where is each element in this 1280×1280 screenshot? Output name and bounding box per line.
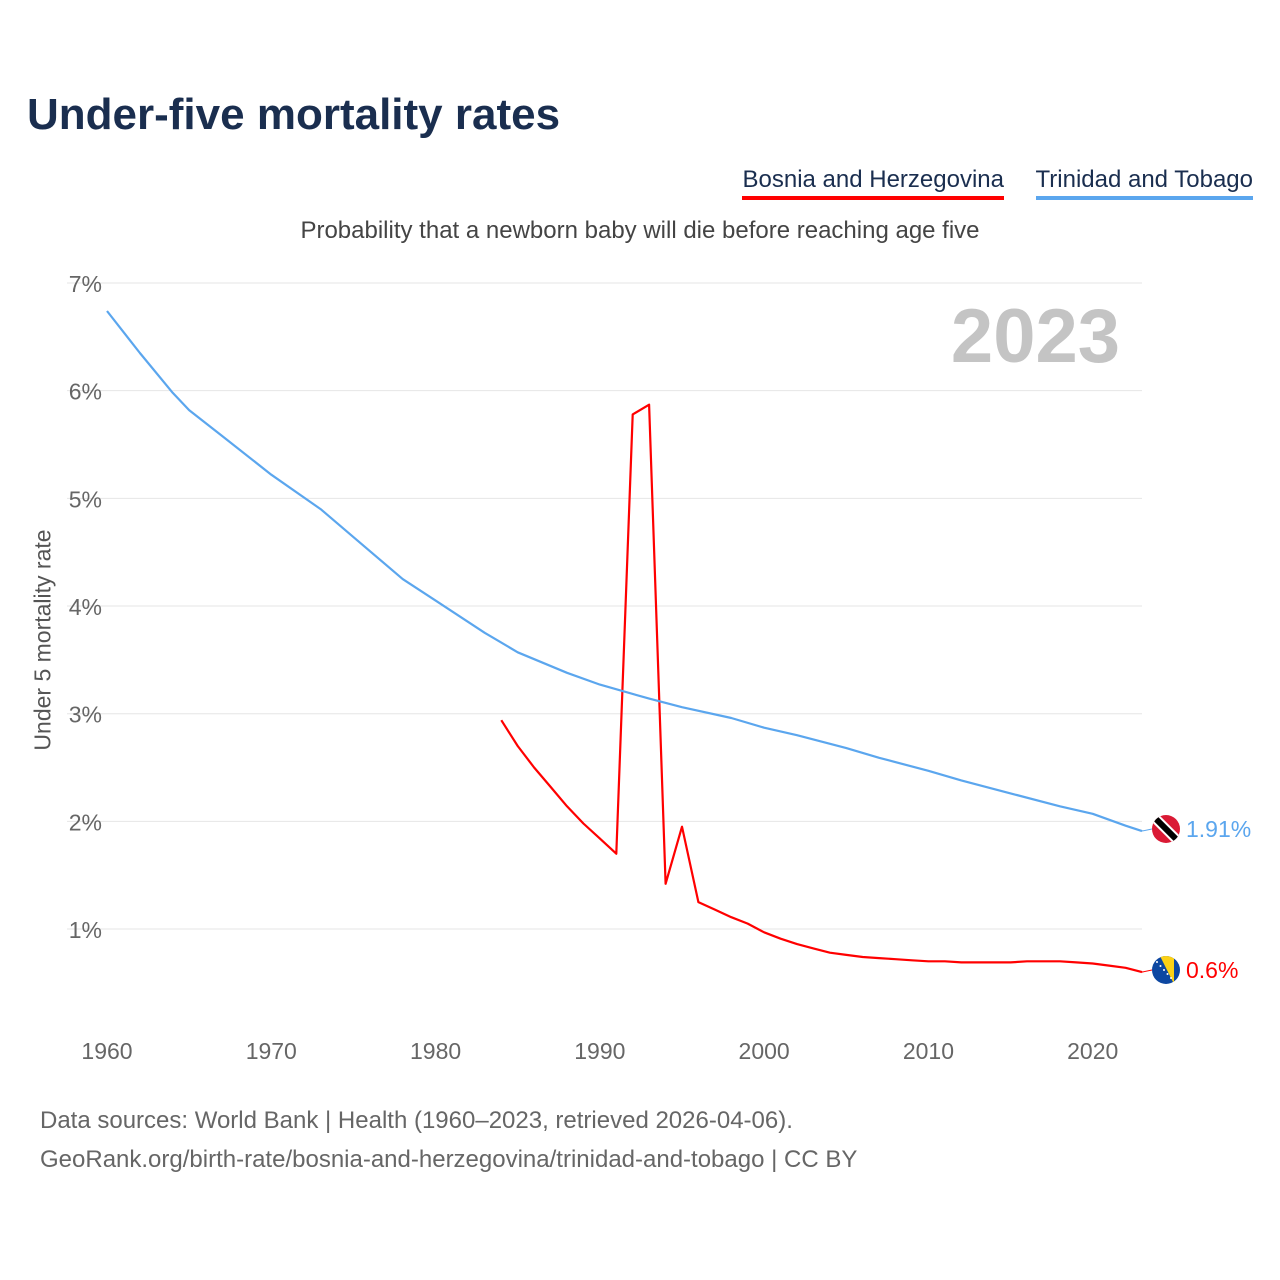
y-tick-label: 3% (69, 702, 102, 728)
series-line-trinidad (106, 310, 1143, 833)
y-tick-label: 2% (69, 809, 102, 835)
y-tick-label: 6% (69, 379, 102, 405)
trinidad-flag-icon (1152, 815, 1180, 843)
legend-item-bosnia[interactable]: Bosnia and Herzegovina (742, 166, 1004, 200)
x-tick-label: 2010 (903, 1038, 954, 1064)
chart-title: Under-five mortality rates (27, 90, 561, 139)
x-tick-label: 2020 (1067, 1038, 1118, 1064)
source-text: Data sources: World Bank | Health (1960–… (40, 1107, 793, 1134)
end-connector (1141, 828, 1153, 832)
y-tick-label: 7% (69, 271, 102, 297)
bosnia-flag-icon (1152, 956, 1180, 984)
legend-item-trinidad[interactable]: Trinidad and Tobago (1035, 166, 1253, 200)
y-tick-label: 4% (69, 594, 102, 620)
chart-subtitle: Probability that a newborn baby will die… (300, 217, 980, 244)
end-value-label: 0.6% (1186, 957, 1238, 983)
y-tick-label: 5% (69, 486, 102, 512)
x-tick-label: 1970 (246, 1038, 297, 1064)
x-tick-label: 1980 (410, 1038, 461, 1064)
y-tick-label: 1% (69, 917, 102, 943)
source-link[interactable]: GeoRank.org/birth-rate/bosnia-and-herzeg… (40, 1146, 858, 1173)
year-watermark: 2023 (951, 294, 1120, 379)
x-tick-label: 1990 (574, 1038, 625, 1064)
x-tick-label: 1960 (81, 1038, 132, 1064)
end-value-label: 1.91% (1186, 816, 1251, 842)
end-connector (1141, 969, 1153, 973)
series-line-bosnia (500, 403, 1143, 974)
x-tick-label: 2000 (739, 1038, 790, 1064)
